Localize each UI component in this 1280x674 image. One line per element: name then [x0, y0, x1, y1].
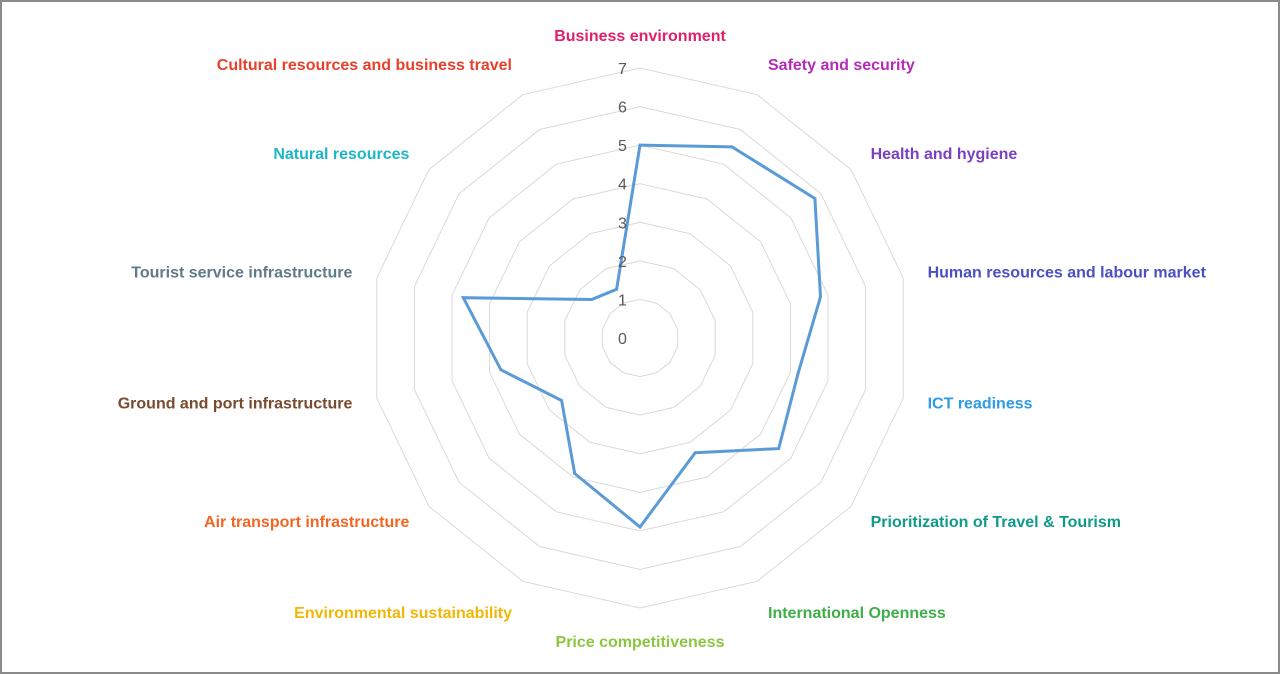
data-point [730, 145, 734, 149]
category-label: Prioritization of Travel & Tourism [871, 514, 1121, 531]
data-point [638, 143, 642, 147]
data-point [590, 298, 594, 301]
grid-ring [376, 67, 904, 609]
data-point [461, 296, 465, 300]
series-layer [460, 143, 823, 530]
category-label: Business environment [554, 28, 726, 45]
category-label: Natural resources [273, 146, 409, 163]
r-tick-label: 2 [618, 254, 627, 271]
data-point [777, 447, 781, 451]
grid-ring [413, 106, 867, 570]
category-label: Tourist service infrastructure [131, 264, 352, 281]
grid-ring [526, 221, 754, 455]
r-tick-label: 1 [618, 292, 627, 309]
r-tick-label: 7 [618, 61, 627, 78]
data-point [819, 295, 822, 299]
r-tick-label: 0 [618, 331, 627, 348]
category-label: Environmental sustainability [294, 605, 512, 622]
category-label-layer: Business environment Safety and security H… [118, 28, 1207, 651]
data-point [693, 451, 697, 455]
category-label: ICT readiness [928, 396, 1033, 413]
category-label: Ground and port infrastructure [118, 396, 353, 413]
category-label: Air transport infrastructure [204, 514, 409, 531]
r-tick-label: 3 [618, 215, 627, 232]
r-tick-label: 6 [618, 100, 627, 117]
data-point [615, 287, 619, 291]
data-point [560, 399, 564, 402]
series-line [460, 143, 823, 530]
category-label: Health and hygiene [871, 146, 1018, 163]
data-point [499, 368, 503, 372]
category-label: Cultural resources and business travel [217, 57, 512, 74]
grid-ring [489, 183, 791, 493]
grid-ring [564, 260, 716, 416]
data-point [813, 197, 817, 200]
data-point [573, 472, 577, 475]
category-label: Price competitiveness [556, 634, 725, 651]
category-label: Safety and security [768, 57, 915, 74]
tick-label-layer: 0 1 2 3 4 5 6 7 [618, 61, 627, 348]
r-tick-label: 4 [618, 177, 627, 194]
category-label: International Openness [768, 605, 946, 622]
category-label: Human resources and labour market [928, 264, 1207, 281]
data-point [796, 372, 800, 376]
grid-layer [376, 67, 904, 609]
data-point [638, 525, 642, 529]
grid-ring [451, 144, 829, 532]
grid-ring [601, 298, 679, 378]
r-tick-label: 5 [618, 138, 627, 155]
